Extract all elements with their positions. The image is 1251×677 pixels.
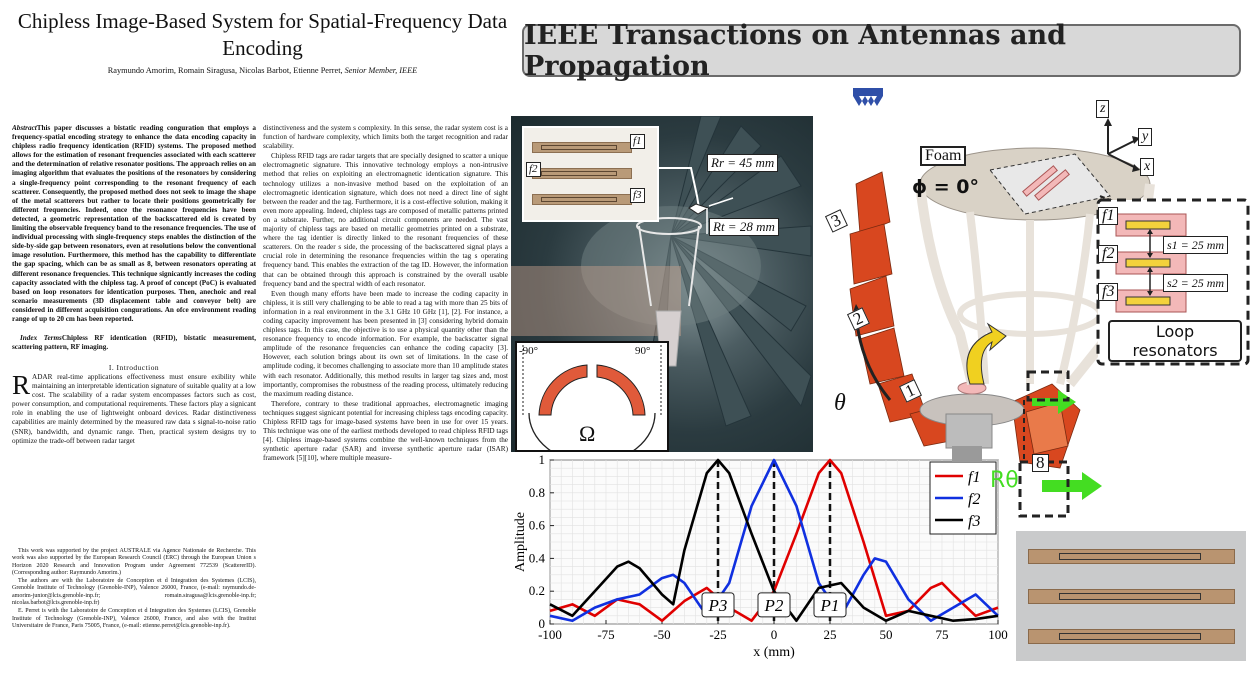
theta-label: θ <box>834 390 846 416</box>
x-tick-label: 25 <box>824 627 837 642</box>
journal-name: IEEE Transactions on Antennas and Propag… <box>524 19 1066 82</box>
drop-cap: R <box>12 373 31 400</box>
rr-value: Rr = 45 mm <box>711 155 775 170</box>
loop-label-line2: resonators <box>1132 341 1218 360</box>
f3-label: f3 <box>630 188 645 203</box>
loop-label-line1: Loop <box>1155 322 1195 341</box>
tag-photo-strip <box>1028 589 1235 604</box>
series-line-f1 <box>549 458 999 623</box>
res-f2-label: f2 <box>1098 245 1119 263</box>
tag-strip <box>532 194 632 205</box>
marker-label: P3 <box>708 596 728 615</box>
x-axis-label: x (mm) <box>753 645 795 660</box>
y-tick-label: 0.2 <box>529 583 545 598</box>
marker-label-box <box>701 592 735 618</box>
marker-label-box <box>757 592 791 618</box>
angle-inset: -90° 90° Ω <box>515 341 669 452</box>
x-tick-label: 50 <box>880 627 893 642</box>
y-tick-label: 0.6 <box>529 518 546 533</box>
legend-entry: f2 <box>968 491 980 508</box>
tag-strip <box>532 168 632 179</box>
tag-photo-strip <box>1028 629 1235 644</box>
loop-resonators-label: Loop resonators <box>1108 320 1242 362</box>
marker-label-box <box>813 592 847 618</box>
y-axis-label: y <box>1138 128 1153 146</box>
legend-entry: f3 <box>968 513 980 530</box>
x-tick-label: 100 <box>988 627 1008 642</box>
x-tick-label: 0 <box>771 627 778 642</box>
marker-label: P1 <box>820 596 840 615</box>
omega-symbol: Ω <box>579 421 596 446</box>
tag-strip <box>532 142 632 153</box>
r-theta-label: Rθ <box>990 468 1019 493</box>
journal-banner: IEEE Transactions on Antennas and Propag… <box>522 20 1241 82</box>
index-terms: Index TermsChipless RF identication (RFI… <box>12 334 256 356</box>
introduction-text: R ADAR real-time applications effectivene… <box>12 373 256 533</box>
angle-min-label: -90° <box>519 345 539 357</box>
setup-photo: f1 f2 f3 Rr = 45 mm Rt = 28 mm -90° 90° … <box>511 116 813 452</box>
paper-authors: Raymundo Amorim, Romain Siragusa, Nicola… <box>15 66 510 75</box>
paragraph: Therefore, contrary to these traditional… <box>263 399 508 463</box>
footnote: E. Perret is with the Laboratoire de Con… <box>12 608 256 629</box>
footnote: This work was supported by the project A… <box>12 548 256 576</box>
paragraph: Chipless RFID tags are radar targets tha… <box>263 152 508 288</box>
foam-label: Foam <box>920 146 967 166</box>
legend-entry: f1 <box>968 469 980 486</box>
series-line-f3 <box>549 458 999 623</box>
angle-max-label: 90° <box>635 345 651 357</box>
rt-label: Rt = 28 mm <box>709 218 779 236</box>
y-tick-label: 0.8 <box>529 485 545 500</box>
plot-svg: -100 -75 -50 -25 0 25 50 75 100 0 0.2 0.4 0.6 0.8 1 x (… <box>513 452 1008 660</box>
series-line-f2 <box>549 458 999 623</box>
x-axis-label: x <box>1140 158 1155 176</box>
x-tick-label: -100 <box>538 627 562 642</box>
phi-label: ϕ = 0° <box>912 176 980 198</box>
rr-label: Rr = 45 mm <box>707 154 779 172</box>
y-tick-label: 0.4 <box>529 550 546 565</box>
antenna-icon <box>853 88 883 106</box>
section-heading: I. Introduction <box>108 363 160 372</box>
index-terms-text: Chipless RF identication (RFID), bistati… <box>12 334 256 352</box>
footnotes: This work was supported by the project A… <box>12 548 256 666</box>
setup-diagram: Foam ϕ = 0° z y x 3 2 1 8 θ Rθ f1 f2 f3 … <box>820 84 1251 524</box>
y-tick-label: 1 <box>539 452 546 467</box>
author-names: Raymundo Amorim, Romain Siragusa, Nicola… <box>107 66 345 75</box>
paper-title: Chipless Image-Based System for Spatial-… <box>17 9 508 60</box>
s1-label: s1 = 25 mm <box>1163 236 1229 254</box>
paper-right-column: distinctiveness and the system s complex… <box>263 124 508 669</box>
intro-paragraph: ADAR real-time applications effectivenes… <box>12 373 256 445</box>
y-tick-label: 0 <box>539 616 546 631</box>
f1-label: f1 <box>630 134 645 149</box>
footnote: The authors are with the Laboratoire de … <box>12 578 256 607</box>
x-tick-label: -25 <box>709 627 726 642</box>
tag-photo-strip <box>1028 549 1235 564</box>
index-terms-label: Index Terms <box>20 334 62 342</box>
arc-diagram <box>522 345 662 452</box>
res-f3-label: f3 <box>1098 283 1119 301</box>
author-membership: Senior Member, IEEE <box>344 66 418 75</box>
tag-inset: f1 f2 f3 <box>522 126 659 222</box>
tag-photo <box>1016 531 1246 661</box>
x-tick-label: -50 <box>653 627 670 642</box>
x-tick-label: 75 <box>936 627 949 642</box>
wedge-label-8: 8 <box>1032 454 1049 472</box>
paragraph: Even though many efforts have been made … <box>263 289 508 398</box>
abstract: AbstractThis paper discusses a bistatic … <box>12 124 256 332</box>
amplitude-plot: -100 -75 -50 -25 0 25 50 75 100 0 0.2 0.4 0.6 0.8 1 x (… <box>512 452 1012 672</box>
x-tick-label: -75 <box>597 627 614 642</box>
y-axis-label: Amplitude <box>513 512 528 572</box>
marker-label: P2 <box>764 596 784 615</box>
s2-label: s2 = 25 mm <box>1163 274 1229 292</box>
abstract-text: This paper discusses a bistatic reading … <box>12 124 256 323</box>
z-axis-label: z <box>1096 100 1110 118</box>
res-f1-label: f1 <box>1098 207 1119 225</box>
paragraph: distinctiveness and the system s complex… <box>263 124 508 151</box>
abstract-label: Abstract <box>12 124 37 132</box>
rt-value: Rt = 28 mm <box>713 219 775 234</box>
f2-label: f2 <box>526 162 541 177</box>
